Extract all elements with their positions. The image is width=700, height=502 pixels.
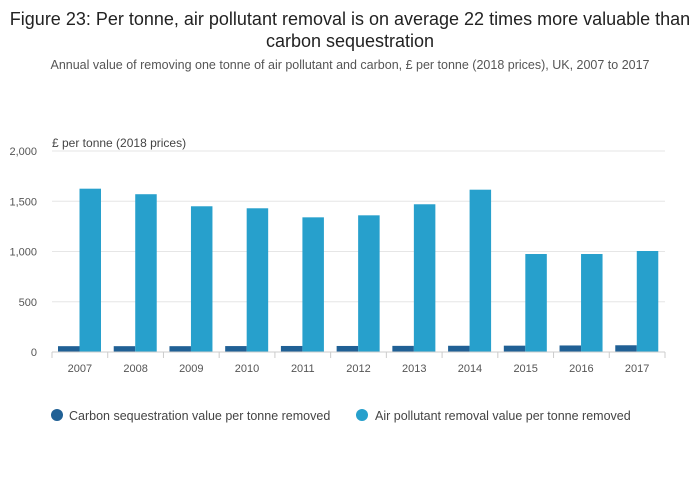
chart-subtitle: Annual value of removing one tonne of ai… bbox=[50, 58, 650, 72]
x-tick-label: 2010 bbox=[235, 363, 259, 375]
y-tick-label: 1,000 bbox=[9, 247, 37, 259]
x-tick-label: 2015 bbox=[513, 363, 537, 375]
bar-air-pollutant-removal[interactable] bbox=[79, 188, 102, 352]
bar-carbon-sequestration[interactable] bbox=[113, 346, 136, 352]
bars bbox=[58, 188, 659, 352]
legend-marker bbox=[51, 409, 63, 421]
bar-air-pollutant-removal[interactable] bbox=[413, 204, 436, 352]
bar-air-pollutant-removal[interactable] bbox=[135, 194, 157, 352]
x-axis: 2007 2008 2009 2010 2011 2012 2013 2014 2015 2016… bbox=[51, 351, 666, 375]
legend: Carbon sequestration value per tonne rem… bbox=[51, 409, 631, 423]
bar-air-pollutant-removal[interactable] bbox=[246, 208, 269, 352]
bar-carbon-sequestration[interactable] bbox=[503, 345, 526, 352]
legend-label[interactable]: Carbon sequestration value per tonne rem… bbox=[69, 409, 330, 423]
x-tick-label: 2008 bbox=[123, 363, 147, 375]
bar-carbon-sequestration[interactable] bbox=[448, 345, 470, 352]
y-tick-label: 1,500 bbox=[9, 196, 37, 208]
chart-title: Figure 23: Per tonne, air pollutant remo… bbox=[9, 9, 691, 51]
bar-air-pollutant-removal[interactable] bbox=[525, 254, 547, 352]
bar-carbon-sequestration[interactable] bbox=[559, 345, 582, 352]
legend-label[interactable]: Air pollutant removal value per tonne re… bbox=[375, 409, 631, 423]
bar-carbon-sequestration[interactable] bbox=[58, 346, 80, 352]
x-tick-label: 2016 bbox=[569, 363, 593, 375]
bar-air-pollutant-removal[interactable] bbox=[581, 254, 603, 352]
bar-air-pollutant-removal[interactable] bbox=[190, 206, 213, 352]
x-tick-label: 2014 bbox=[458, 363, 482, 375]
bar-air-pollutant-removal[interactable] bbox=[636, 250, 659, 352]
y-tick-label: 0 bbox=[31, 347, 37, 359]
y-tick-label: 2,000 bbox=[9, 146, 37, 158]
legend-marker bbox=[356, 409, 368, 421]
bar-carbon-sequestration[interactable] bbox=[392, 345, 414, 352]
x-tick-label: 2017 bbox=[625, 363, 649, 375]
y-tick-label: 500 bbox=[19, 297, 37, 309]
bar-air-pollutant-removal[interactable] bbox=[358, 215, 380, 352]
y-axis: 0 500 1,000 1,500 2,000 bbox=[9, 146, 37, 359]
x-tick-label: 2009 bbox=[179, 363, 203, 375]
bar-air-pollutant-removal[interactable] bbox=[469, 189, 492, 352]
x-tick-label: 2011 bbox=[291, 363, 315, 375]
bar-air-pollutant-removal[interactable] bbox=[302, 217, 324, 352]
x-tick-label: 2012 bbox=[346, 363, 370, 375]
bar-carbon-sequestration[interactable] bbox=[225, 346, 247, 352]
bar-carbon-sequestration[interactable] bbox=[336, 345, 359, 352]
bar-carbon-sequestration[interactable] bbox=[169, 346, 191, 352]
x-tick-label: 2007 bbox=[68, 363, 92, 375]
bar-carbon-sequestration[interactable] bbox=[280, 345, 303, 352]
y-axis-label: £ per tonne (2018 prices) bbox=[52, 136, 186, 150]
bar-carbon-sequestration[interactable] bbox=[615, 345, 637, 352]
x-tick-label: 2013 bbox=[402, 363, 426, 375]
